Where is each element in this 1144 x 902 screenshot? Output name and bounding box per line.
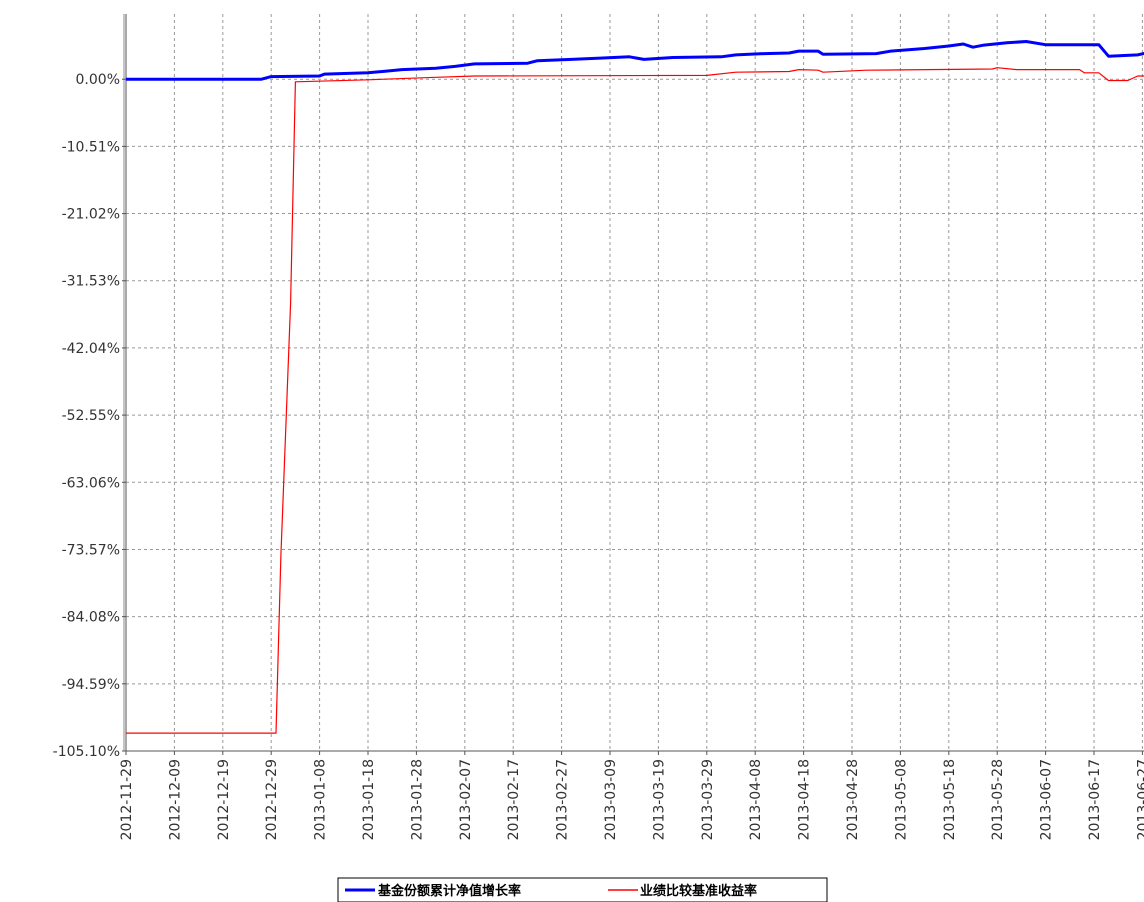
x-tick-label: 2013-06-27 — [1135, 759, 1144, 840]
x-tick-label: 2012-12-29 — [264, 759, 280, 840]
series-line-2 — [126, 67, 1144, 734]
axes — [123, 14, 1144, 752]
y-tick-label: -105.10% — [53, 744, 120, 760]
x-tick-label: 2013-05-18 — [942, 759, 958, 840]
y-tick-label: -63.06% — [62, 475, 120, 491]
x-tick-label: 2013-05-28 — [990, 759, 1006, 840]
x-tick-label: 2012-12-09 — [167, 759, 183, 840]
x-tick-label: 2012-11-29 — [119, 759, 135, 840]
plot-area — [126, 14, 1144, 751]
x-tick-label: 2013-03-19 — [651, 759, 667, 840]
y-tick-label: -31.53% — [62, 274, 120, 290]
x-tick-label: 2013-06-07 — [1039, 759, 1055, 840]
series-lines — [126, 40, 1144, 734]
x-tick-label: 2013-04-18 — [797, 759, 813, 840]
x-tick-label: 2012-12-19 — [216, 759, 232, 840]
y-tick-label: -94.59% — [62, 677, 120, 693]
x-tick-label: 2013-04-28 — [845, 759, 861, 840]
y-tick-label: -73.57% — [62, 542, 120, 558]
x-tick-label: 2013-02-17 — [506, 759, 522, 840]
x-axis-ticks: 2012-11-29 2012-12-09 2012-12-19 2012-12-29… — [119, 751, 1144, 840]
x-tick-label: 2013-01-08 — [313, 759, 329, 840]
x-tick-label: 2013-06-17 — [1087, 759, 1103, 840]
x-tick-label: 2013-01-18 — [361, 759, 377, 840]
y-tick-label: -42.04% — [62, 341, 120, 357]
grid — [125, 14, 1144, 752]
x-tick-label: 2013-02-27 — [555, 759, 571, 840]
x-tick-label: 2013-05-08 — [893, 759, 909, 840]
y-tick-label: -10.51% — [62, 139, 120, 155]
x-tick-label: 2013-01-28 — [409, 759, 425, 840]
x-tick-label: 2013-03-29 — [700, 759, 716, 840]
y-tick-label: -21.02% — [62, 207, 120, 223]
x-tick-label: 2013-03-09 — [603, 759, 619, 840]
y-tick-label: 0.00% — [76, 72, 120, 88]
y-tick-label: -52.55% — [62, 408, 120, 424]
legend-label-1: 基金份额累计净值增长率 — [377, 883, 521, 899]
series-line-1 — [126, 40, 1144, 81]
y-tick-label: -84.08% — [62, 610, 120, 626]
x-tick-label: 2013-02-07 — [458, 759, 474, 840]
legend-box — [337, 877, 828, 902]
x-tick-label: 2013-04-08 — [748, 759, 764, 840]
y-axis-ticks: 0.00% -10.51% -21.02% -31.53% -42.04% -52.55%… — [53, 72, 126, 760]
legend-label-2: 业绩比较基准收益率 — [640, 883, 757, 899]
legend: 基金份额累计净值增长率 业绩比较基准收益率 — [337, 877, 828, 902]
